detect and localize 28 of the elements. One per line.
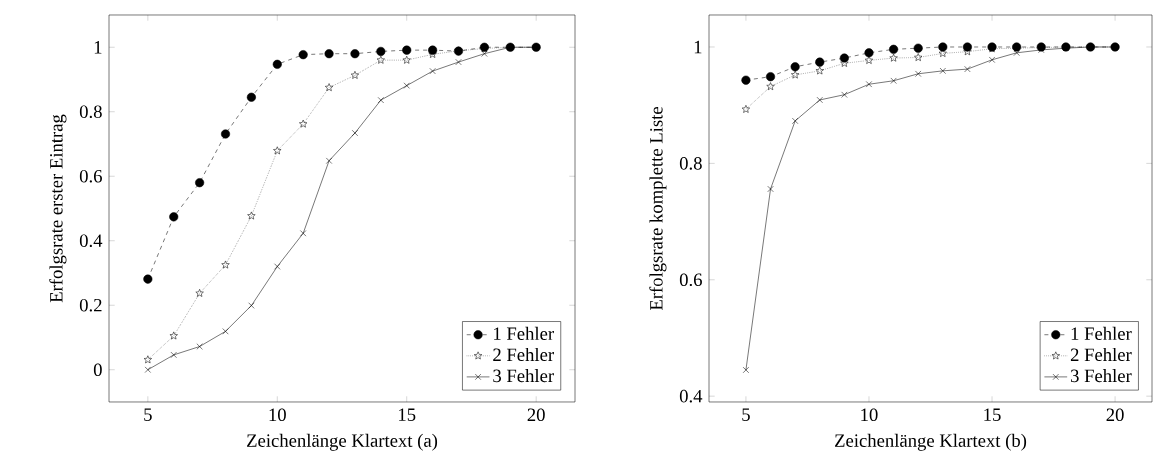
legend-label: 3 Fehler: [1070, 369, 1132, 383]
legend-label: 2 Fehler: [1070, 347, 1132, 362]
x-tick-label: 20: [1106, 408, 1124, 422]
y-tick-label: 0.4: [79, 234, 103, 248]
y-tick-label: 1: [694, 40, 702, 54]
x-tick-label: 15: [984, 408, 1001, 421]
x-tick-label: 5: [144, 408, 152, 421]
legend-label: 3 Fehler: [493, 369, 554, 383]
y-tick-label: 0.8: [79, 105, 102, 119]
legend-label: 1 Fehler: [494, 326, 554, 340]
y-axis-title: Erfolgsrate erster Eintrag: [49, 114, 67, 303]
x-tick-label: 10: [861, 408, 878, 422]
x-tick-label: 10: [269, 408, 286, 422]
y-tick-label: 0.4: [679, 389, 703, 403]
y-tick-label: 0: [93, 363, 102, 377]
x-axis-title: Zeichenlänge Klartext (a): [247, 433, 438, 451]
y-tick-label: 0.2: [79, 298, 102, 312]
y-tick-label: 1: [94, 41, 102, 54]
y-axis-title: Erfolgsrate komplette Liste: [649, 107, 667, 311]
x-axis-title: Zeichenlänge Klartext (b): [835, 433, 1027, 451]
y-tick-label: 0.6: [79, 169, 102, 183]
legend-label: 1 Fehler: [1071, 326, 1132, 340]
x-tick-label: 5: [742, 408, 750, 421]
legend-label: 2 Fehler: [493, 347, 554, 362]
x-tick-label: 15: [399, 408, 416, 421]
y-tick-label: 0.6: [679, 273, 702, 287]
y-tick-label: 0.8: [679, 157, 702, 170]
x-tick-label: 20: [527, 408, 545, 422]
